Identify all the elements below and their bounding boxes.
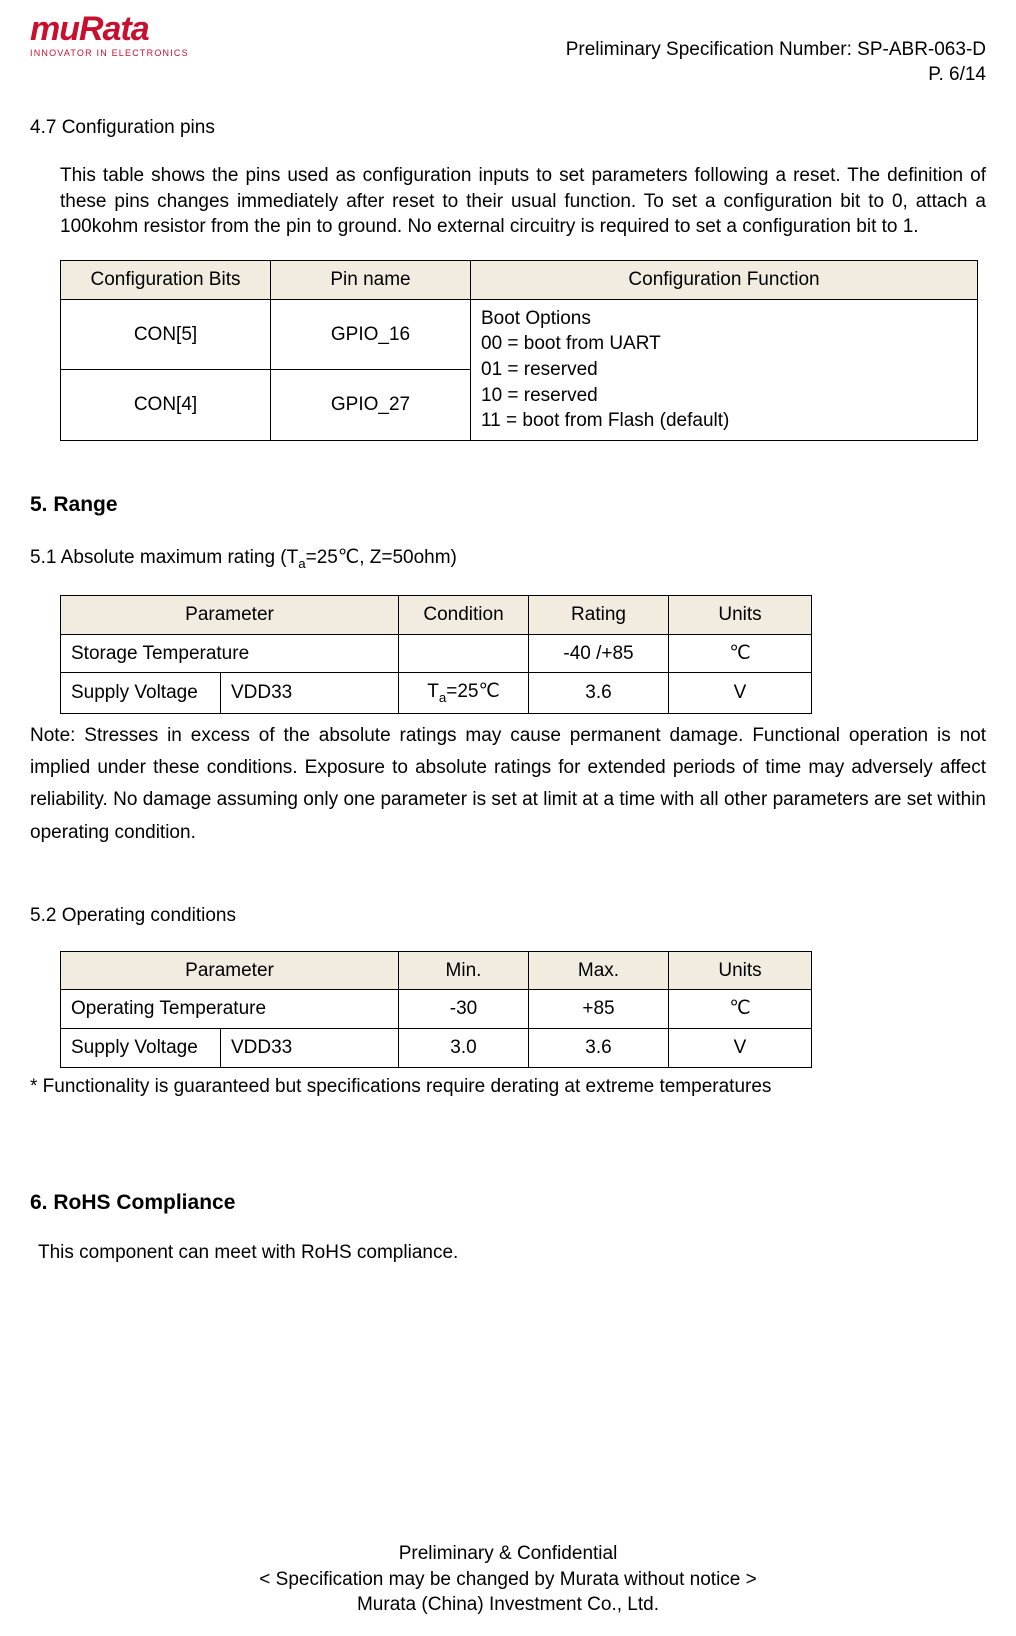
absolute-max-rating-table: Parameter Condition Rating Units Storage… bbox=[60, 595, 812, 714]
col-header: Pin name bbox=[271, 260, 471, 299]
func-line: Boot Options bbox=[481, 306, 967, 332]
table-row: Supply Voltage VDD33 Ta=25℃ 3.6 V bbox=[61, 673, 812, 714]
header-right: Preliminary Specification Number: SP-ABR… bbox=[566, 12, 986, 87]
cell-config-function: Boot Options 00 = boot from UART 01 = re… bbox=[471, 299, 978, 440]
operating-conditions-table: Parameter Min. Max. Units Operating Temp… bbox=[60, 951, 812, 1068]
cell-config-bits: CON[4] bbox=[61, 370, 271, 441]
page-footer: Preliminary & Confidential < Specificati… bbox=[0, 1541, 1016, 1618]
text: =25℃ bbox=[446, 681, 500, 702]
section-6-title: 6. RoHS Compliance bbox=[30, 1189, 986, 1217]
table-header-row: Parameter Condition Rating Units bbox=[61, 595, 812, 634]
col-header: Configuration Bits bbox=[61, 260, 271, 299]
cell-min: 3.0 bbox=[399, 1028, 529, 1067]
col-header: Parameter bbox=[61, 595, 399, 634]
col-header: Max. bbox=[529, 951, 669, 990]
col-header: Rating bbox=[529, 595, 669, 634]
cell-parameter: Supply Voltage bbox=[61, 673, 221, 714]
footer-line: Murata (China) Investment Co., Ltd. bbox=[0, 1592, 1016, 1618]
col-header: Units bbox=[669, 595, 812, 634]
cell-rating: -40 /+85 bbox=[529, 634, 669, 673]
cell-rating: 3.6 bbox=[529, 673, 669, 714]
cell-condition bbox=[399, 634, 529, 673]
cell-units: ℃ bbox=[669, 990, 812, 1029]
func-line: 11 = boot from Flash (default) bbox=[481, 408, 967, 434]
section-5-title: 5. Range bbox=[30, 491, 986, 519]
cell-parameter: Supply Voltage bbox=[61, 1028, 221, 1067]
table-header-row: Configuration Bits Pin name Configuratio… bbox=[61, 260, 978, 299]
logo-tagline: INNOVATOR IN ELECTRONICS bbox=[30, 47, 189, 59]
section-5-2-title: 5.2 Operating conditions bbox=[30, 903, 986, 929]
cell-pin-name: GPIO_27 bbox=[271, 370, 471, 441]
cell-max: 3.6 bbox=[529, 1028, 669, 1067]
col-header: Units bbox=[669, 951, 812, 990]
cell-parameter: Operating Temperature bbox=[61, 990, 399, 1029]
cell-units: ℃ bbox=[669, 634, 812, 673]
cell-condition: Ta=25℃ bbox=[399, 673, 529, 714]
section-5-1-title: 5.1 Absolute maximum rating (Ta=25℃, Z=5… bbox=[30, 545, 986, 573]
cell-min: -30 bbox=[399, 990, 529, 1029]
cell-pin-name: GPIO_16 bbox=[271, 299, 471, 370]
cell-parameter-sub: VDD33 bbox=[221, 673, 399, 714]
col-header: Configuration Function bbox=[471, 260, 978, 299]
col-header: Parameter bbox=[61, 951, 399, 990]
amr-note: Note: Stresses in excess of the absolute… bbox=[30, 720, 986, 849]
configuration-pins-table: Configuration Bits Pin name Configuratio… bbox=[60, 260, 978, 441]
cell-units: V bbox=[669, 1028, 812, 1067]
table-row: CON[5] GPIO_16 Boot Options 00 = boot fr… bbox=[61, 299, 978, 370]
text: T bbox=[427, 681, 439, 702]
table-row: Storage Temperature -40 /+85 ℃ bbox=[61, 634, 812, 673]
section-6-paragraph: This component can meet with RoHS compli… bbox=[30, 1240, 986, 1266]
func-line: 10 = reserved bbox=[481, 383, 967, 409]
cell-units: V bbox=[669, 673, 812, 714]
cell-parameter: Storage Temperature bbox=[61, 634, 399, 673]
footer-line: Preliminary & Confidential bbox=[0, 1541, 1016, 1567]
page-header: muRata INNOVATOR IN ELECTRONICS Prelimin… bbox=[30, 12, 986, 87]
text: =25℃, Z=50ohm) bbox=[306, 547, 457, 568]
cell-max: +85 bbox=[529, 990, 669, 1029]
col-header: Condition bbox=[399, 595, 529, 634]
section-4-7-paragraph: This table shows the pins used as config… bbox=[30, 163, 986, 240]
table-row: Operating Temperature -30 +85 ℃ bbox=[61, 990, 812, 1029]
func-line: 00 = boot from UART bbox=[481, 331, 967, 357]
spec-number: Preliminary Specification Number: SP-ABR… bbox=[566, 38, 986, 63]
cell-parameter-sub: VDD33 bbox=[221, 1028, 399, 1067]
section-4-7-title: 4.7 Configuration pins bbox=[30, 115, 986, 141]
text: 5.1 Absolute maximum rating (T bbox=[30, 547, 298, 568]
page-number: P. 6/14 bbox=[566, 63, 986, 88]
table-row: Supply Voltage VDD33 3.0 3.6 V bbox=[61, 1028, 812, 1067]
cell-config-bits: CON[5] bbox=[61, 299, 271, 370]
operating-footnote: * Functionality is guaranteed but specif… bbox=[30, 1074, 986, 1100]
logo-main: muRata bbox=[30, 14, 189, 45]
table-header-row: Parameter Min. Max. Units bbox=[61, 951, 812, 990]
col-header: Min. bbox=[399, 951, 529, 990]
func-line: 01 = reserved bbox=[481, 357, 967, 383]
subscript: a bbox=[298, 556, 305, 571]
logo-block: muRata INNOVATOR IN ELECTRONICS bbox=[30, 12, 189, 59]
page: muRata INNOVATOR IN ELECTRONICS Prelimin… bbox=[0, 0, 1016, 1636]
footer-line: < Specification may be changed by Murata… bbox=[0, 1567, 1016, 1593]
